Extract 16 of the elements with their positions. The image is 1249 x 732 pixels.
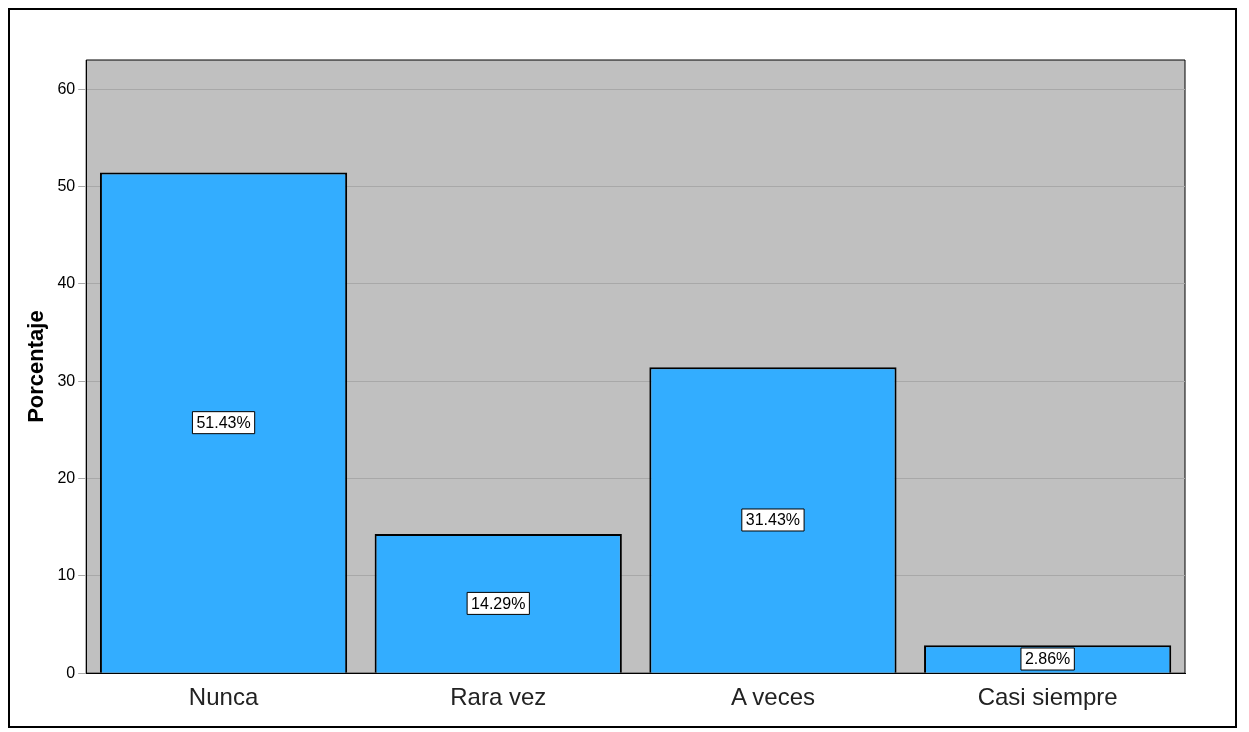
data-label: 14.29% bbox=[471, 594, 526, 612]
data-label: 51.43% bbox=[196, 414, 251, 432]
y-tick-label: 50 bbox=[57, 176, 76, 194]
y-tick-label: 30 bbox=[57, 371, 76, 389]
data-label: 2.86% bbox=[1024, 650, 1071, 668]
x-tick-label: A veces bbox=[730, 683, 815, 711]
y-tick-label: 10 bbox=[57, 566, 76, 584]
data-label: 31.43% bbox=[745, 511, 801, 529]
y-tick-label: 60 bbox=[57, 79, 76, 97]
x-tick-label: Casi siempre bbox=[977, 683, 1118, 711]
x-tick-label: Nunca bbox=[188, 683, 259, 711]
y-tick-label: 40 bbox=[57, 274, 76, 292]
y-tick-label: 0 bbox=[66, 663, 76, 681]
y-tick-label: 20 bbox=[57, 468, 76, 486]
y-axis-title: Porcentaje bbox=[23, 310, 49, 423]
x-tick-label: Rara vez bbox=[450, 683, 547, 711]
